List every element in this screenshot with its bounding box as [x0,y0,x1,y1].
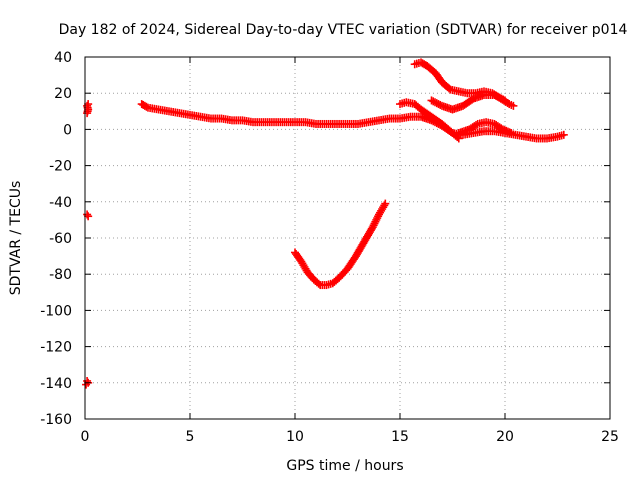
data-point-fill [497,94,506,103]
data-point-fill [331,276,340,285]
data-point [83,210,92,219]
data-point-fill [466,96,475,105]
data-point [427,96,436,105]
data-point-fill [494,92,502,101]
data-point-fill [358,240,367,249]
data-point [82,380,91,389]
data-point-fill [470,122,479,131]
data-point-fill [372,215,381,224]
y-tick-label: -100 [40,303,72,319]
x-tick-label: 15 [391,429,409,445]
chart-title: Day 182 of 2024, Sidereal Day-to-day VTE… [59,22,628,38]
data-point-fill [373,214,382,223]
data-point-fill [424,110,433,119]
data-point-fill [366,226,375,235]
x-tick-label: 5 [186,429,195,445]
y-tick-label: 20 [54,86,72,102]
y-axis-label: SDTVAR / TECUs [8,181,24,296]
data-point-fill [445,126,454,135]
data-point-fill [301,264,310,273]
data-point-fill [505,128,514,137]
data-point-fill [371,217,380,226]
data-point-fill [499,95,508,104]
y-tick-label: -140 [40,376,72,392]
data-point-fill [370,219,379,228]
data-point-fill [453,133,462,142]
x-tick-label: 25 [601,429,619,445]
data-marks [82,58,568,389]
data-point [501,96,509,105]
data-point-fill [435,117,443,126]
data-point-fill [434,100,443,109]
data-point-fill [507,100,516,109]
data-point-fill [551,133,560,142]
x-tick-label: 0 [81,429,90,445]
data-point-fill [443,83,452,92]
y-tick-label: -120 [40,340,72,356]
data-point-fill [314,279,323,288]
data-point-fill [432,99,441,108]
data-point-fill [295,254,304,263]
x-tick-label: 20 [496,429,514,445]
data-point [83,376,92,385]
data-point-fill [492,91,501,100]
data-point-fill [420,60,429,69]
data-point-fill [495,93,504,102]
data-point-fill [495,123,504,132]
y-tick-label: -160 [40,412,72,428]
data-point-fill [557,131,566,140]
data-point-fill [472,121,481,130]
y-tick-label: -80 [49,267,72,283]
y-tick-label: -60 [49,231,72,247]
x-axis-label: GPS time / hours [286,458,403,474]
data-point-fill [340,267,349,276]
data-point-fill [488,119,497,128]
data-point-fill [428,66,437,75]
data-point-fill [369,221,378,230]
data-point-fill [435,75,444,84]
y-tick-label: -20 [49,159,72,175]
data-point-fill [379,203,388,212]
y-tick-label: -40 [49,195,72,211]
data-point-fill [380,201,389,210]
data-point-fill [408,99,417,108]
y-tick-label: 40 [54,50,72,66]
data-point-fill [452,86,461,95]
data-point-fill [142,102,151,111]
data-point-fill [431,98,439,107]
data-point-fill [349,255,358,264]
data-point-fill [436,100,445,109]
x-tick-label: 10 [286,429,304,445]
axis-ticks: 0 5 10 15 20 25 -160 -140 -120 -100 -80 -60 -40 -20 0 2… [40,50,619,445]
y-tick-label: 0 [63,122,72,138]
data-point-fill [445,84,453,93]
data-point-fill [488,91,497,100]
data-point-fill [413,102,422,111]
data-point-fill [307,272,316,281]
data-point-fill [140,101,149,110]
data-point-fill [313,278,322,287]
data-point-fill [429,97,438,106]
